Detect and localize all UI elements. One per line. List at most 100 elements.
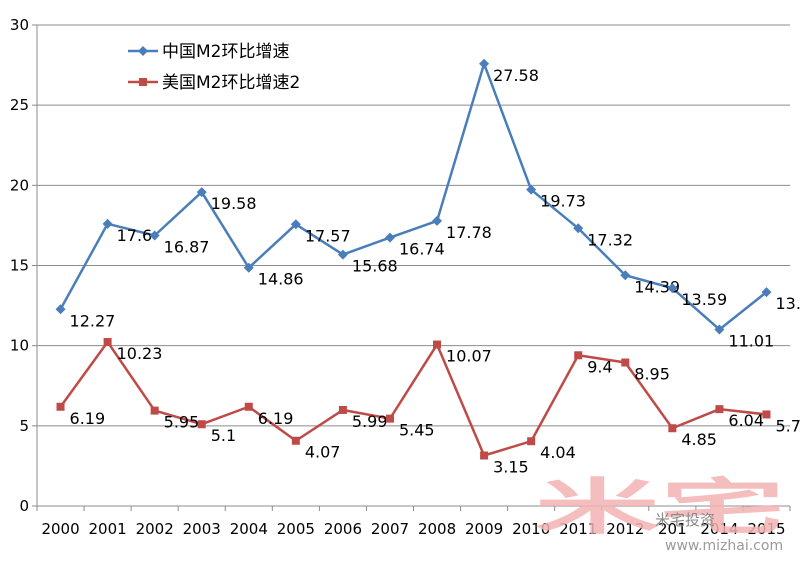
- series-usa: 6.19 10.23 5.95 5.1 6.19 4.07 5.99 5.45 10.07 3.1…: [56, 337, 800, 476]
- data-point: [621, 358, 630, 367]
- watermark: 米宅 米宅投资 www.mizhai.com: [535, 473, 785, 554]
- data-label: 10.07: [446, 347, 492, 366]
- data-label: 17.6: [117, 226, 153, 245]
- watermark-name: 米宅投资: [655, 511, 715, 529]
- x-axis-tick-labels: 2000 2001 2002 2003 2004 2005 2006 2007 2008 2009…: [41, 520, 785, 538]
- x-tick-label: 2008: [418, 520, 456, 538]
- data-label: 5.95: [164, 413, 200, 432]
- data-point: [480, 451, 489, 460]
- data-label: 4.85: [681, 430, 717, 449]
- x-tick-label: 2014: [700, 520, 738, 538]
- data-label: 15.68: [352, 257, 398, 276]
- legend-marker-china: [138, 46, 148, 56]
- data-label: 16.74: [399, 240, 445, 259]
- data-label: 6.19: [70, 409, 106, 428]
- data-point: [479, 58, 490, 69]
- data-label: 14.86: [258, 270, 304, 289]
- x-tick-label: 2011: [559, 520, 597, 538]
- data-label: 4.04: [540, 443, 576, 462]
- data-label: 16.87: [164, 238, 210, 257]
- x-tick-label: 2012: [606, 520, 644, 538]
- data-point: [243, 262, 254, 273]
- data-point: [714, 324, 725, 335]
- series-china: 12.2717.616.8719.5814.8617.5715.6816.741…: [55, 58, 800, 350]
- series-line: [59, 340, 767, 457]
- data-point: [337, 249, 348, 260]
- y-tick-label: 20: [10, 176, 29, 194]
- data-point: [197, 420, 206, 429]
- data-point: [667, 283, 678, 294]
- y-axis-tick-labels: 0 5 10 15 20 25 30: [10, 16, 29, 515]
- data-point: [55, 304, 66, 315]
- data-label: 19.73: [540, 192, 586, 211]
- series-line: [59, 62, 768, 331]
- x-tick-label: 2009: [465, 520, 503, 538]
- data-label: 9.4: [587, 357, 612, 376]
- x-tick-label: 2005: [277, 520, 315, 538]
- data-point: [573, 223, 584, 234]
- data-label: 17.57: [305, 226, 351, 245]
- data-label: 5.45: [399, 421, 435, 440]
- data-point: [668, 424, 677, 433]
- data-point: [432, 215, 443, 226]
- watermark-logo: 米宅: [535, 473, 785, 543]
- legend: 中国M2环比增速 美国M2环比增速2: [128, 42, 300, 93]
- data-point: [762, 410, 771, 419]
- watermark-url: www.mizhai.com: [665, 538, 783, 554]
- data-label: 6.19: [258, 409, 294, 428]
- data-point: [526, 184, 537, 195]
- data-point: [150, 406, 159, 415]
- data-point: [715, 405, 724, 414]
- axes: [32, 24, 791, 511]
- x-tick-label: 2004: [230, 520, 268, 538]
- data-label: 4.07: [305, 443, 341, 462]
- y-tick-label: 5: [19, 417, 29, 435]
- data-point: [196, 187, 207, 198]
- gridlines: [37, 24, 790, 427]
- data-label: 12.27: [70, 311, 116, 330]
- data-label: 13.34: [775, 294, 800, 313]
- data-label: 5.1: [211, 426, 236, 445]
- x-tick-label: 2015: [747, 520, 785, 538]
- y-tick-label: 30: [10, 16, 29, 34]
- y-tick-label: 15: [10, 257, 29, 275]
- data-point: [102, 218, 113, 229]
- data-point: [384, 232, 395, 243]
- x-tick-label: 2002: [136, 520, 174, 538]
- data-label: 10.23: [117, 344, 163, 363]
- data-label: 19.58: [211, 194, 257, 213]
- data-point: [103, 337, 112, 346]
- data-point: [291, 436, 300, 445]
- legend-marker-usa: [139, 78, 147, 86]
- data-label: 5.71: [775, 416, 800, 435]
- data-point: [433, 340, 442, 349]
- data-point: [385, 414, 394, 423]
- data-label: 13.59: [681, 290, 727, 309]
- data-label: 11.01: [728, 331, 774, 350]
- data-point: [290, 219, 301, 230]
- data-label: 5.99: [352, 412, 388, 431]
- legend-label-china: 中国M2环比增速: [162, 42, 289, 62]
- y-tick-label: 10: [10, 337, 29, 355]
- x-tick-label: 2010: [512, 520, 550, 538]
- data-point: [244, 402, 253, 411]
- data-label: 17.78: [446, 223, 492, 242]
- data-point: [338, 405, 347, 414]
- x-tick-label: 2000: [41, 520, 79, 538]
- data-point: [761, 287, 772, 298]
- data-point: [620, 270, 631, 281]
- data-label: 27.58: [493, 66, 539, 85]
- data-point: [574, 351, 583, 360]
- x-tick-label: 2007: [371, 520, 409, 538]
- data-label: 8.95: [634, 365, 670, 384]
- data-label: 14.39: [634, 277, 680, 296]
- data-point: [527, 437, 536, 446]
- data-label: 6.04: [728, 411, 764, 430]
- data-point: [56, 402, 65, 411]
- data-label: 3.15: [493, 457, 529, 476]
- x-tick-label: 2006: [324, 520, 362, 538]
- x-tick-label: 2003: [183, 520, 221, 538]
- data-label: 17.32: [587, 230, 633, 249]
- x-tick-label: 201: [658, 520, 687, 538]
